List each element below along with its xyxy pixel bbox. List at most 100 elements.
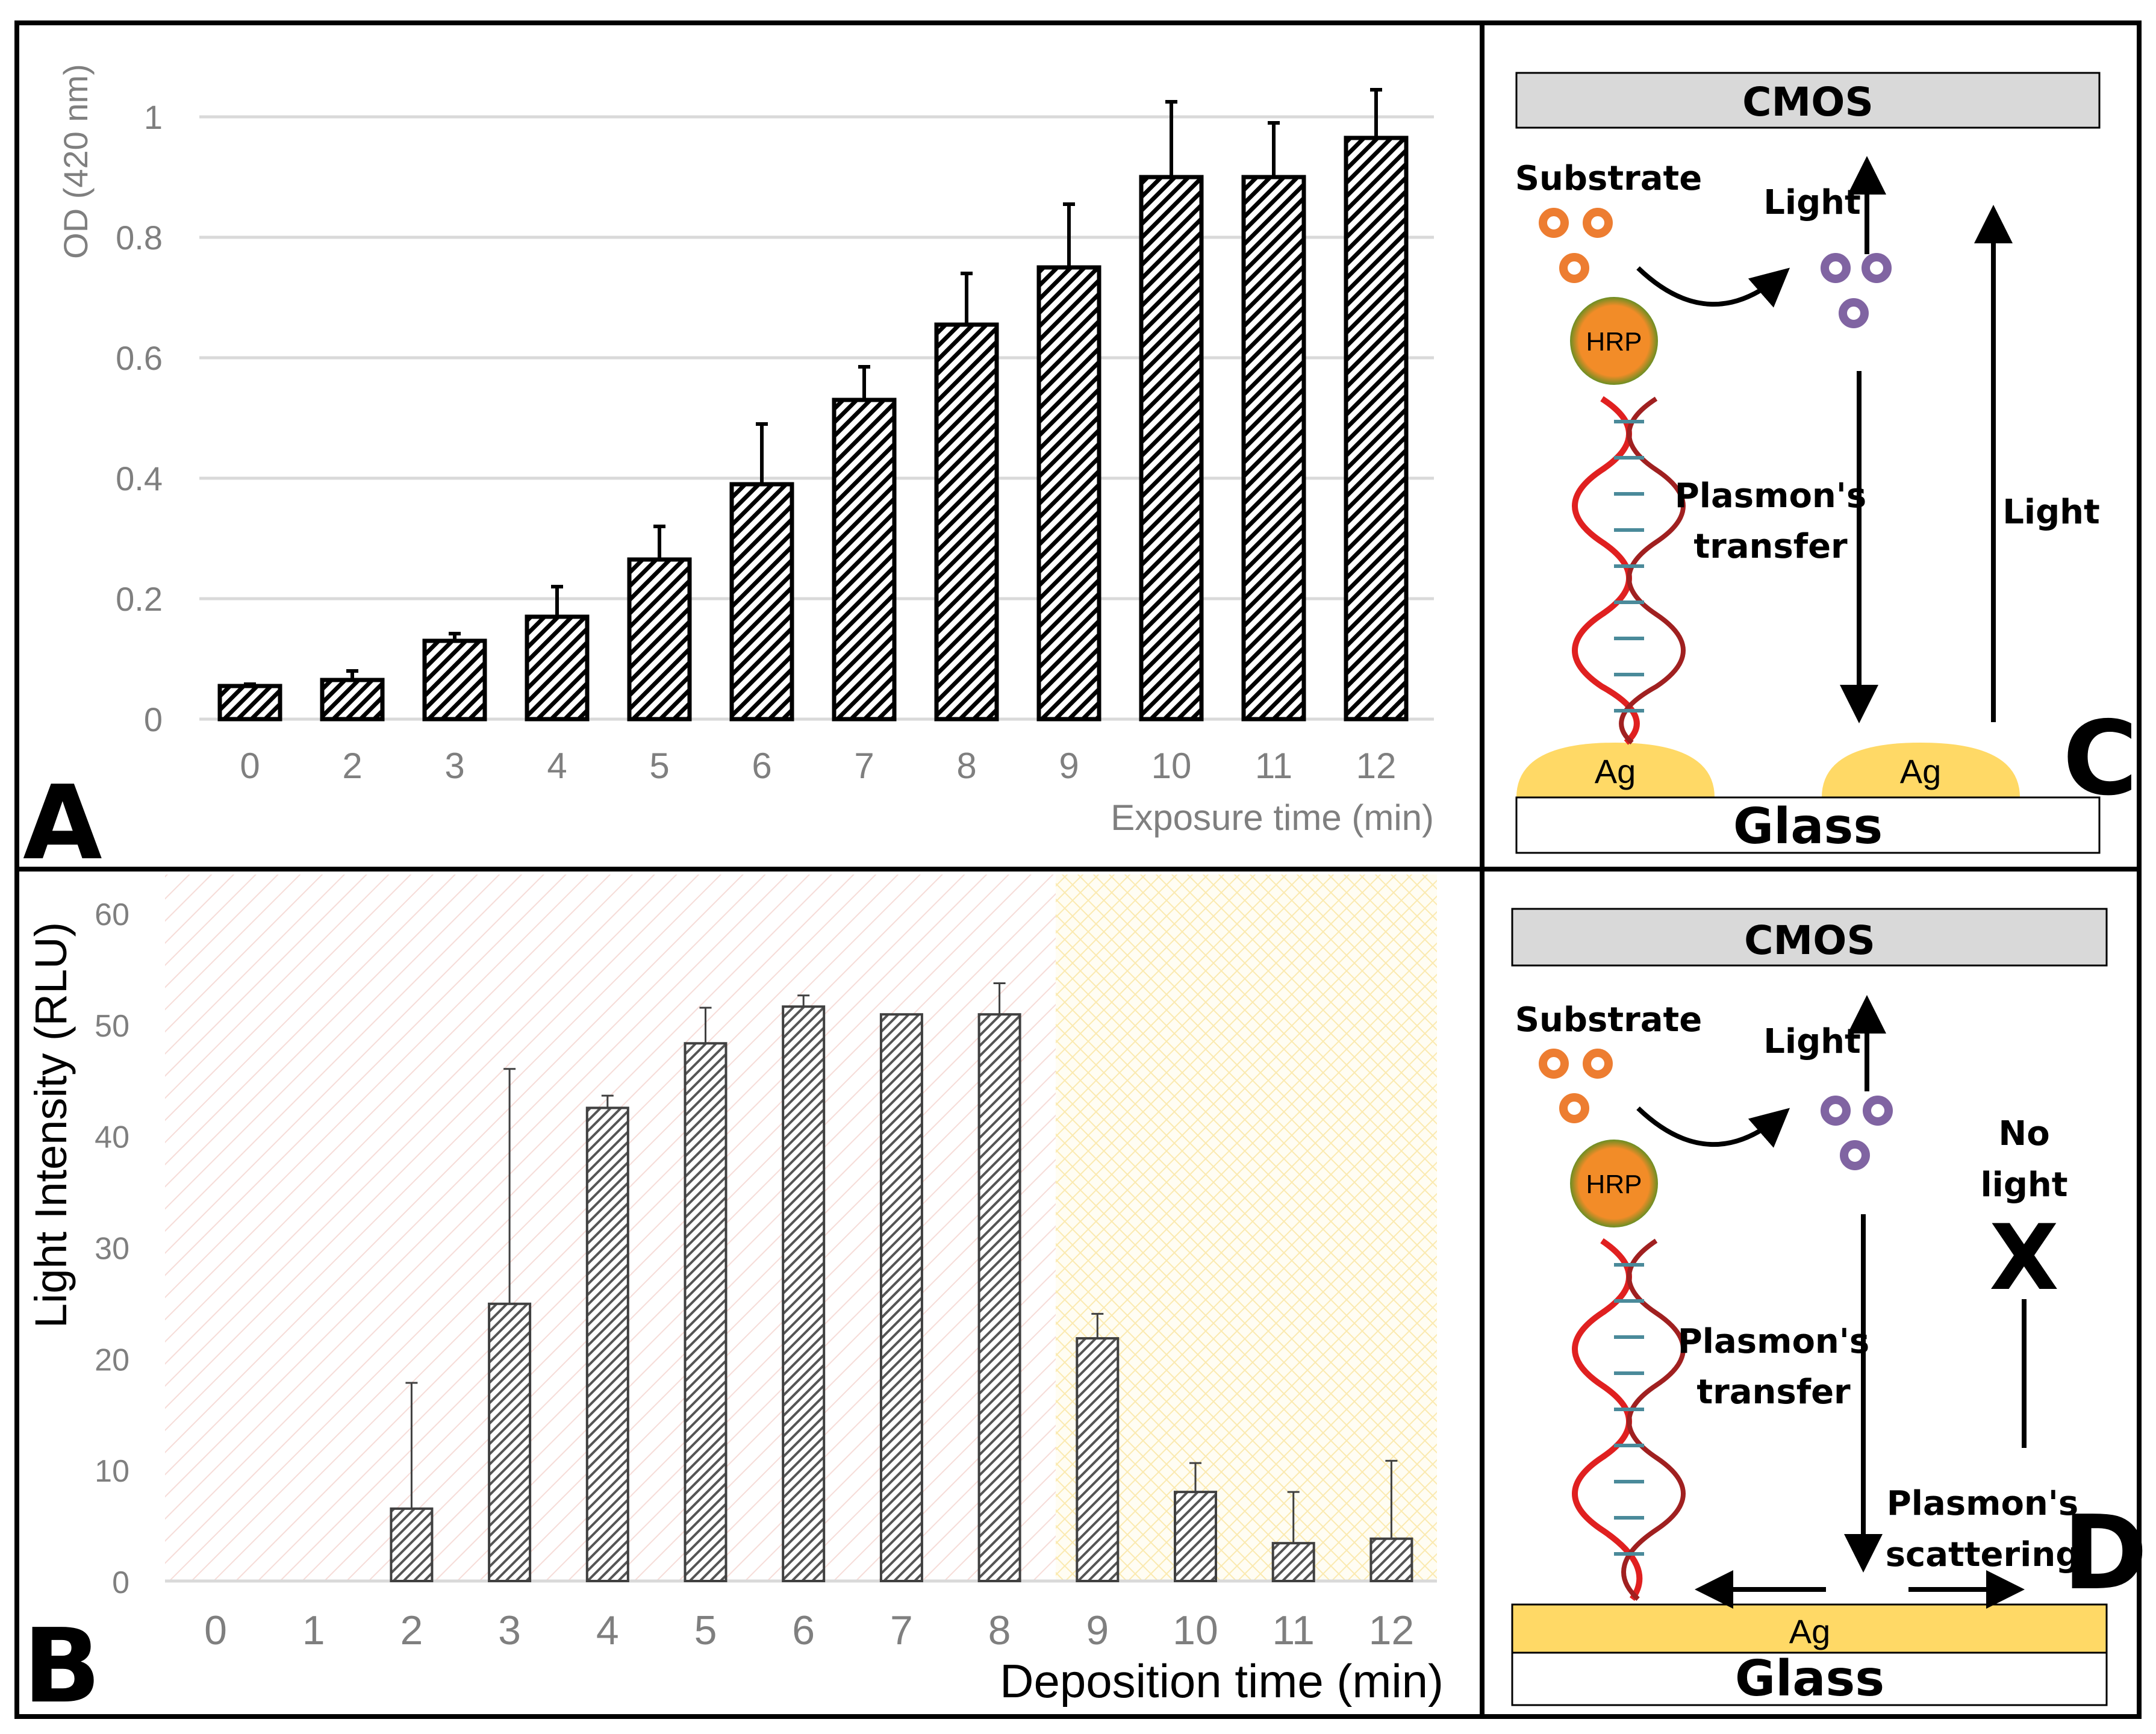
no-light-label-1: No xyxy=(1998,1114,2049,1153)
x-tick-label: 6 xyxy=(792,1608,815,1653)
ag-label-left: Ag xyxy=(1595,752,1636,790)
substrate-molecules-icon xyxy=(1539,208,1613,283)
ag-label: Ag xyxy=(1789,1612,1831,1650)
bar xyxy=(1036,265,1101,722)
panel-label-c: C xyxy=(2063,699,2138,819)
bar xyxy=(1241,175,1306,722)
bar xyxy=(627,557,692,722)
y-tick-label: 0 xyxy=(112,1565,129,1600)
diagram-d: CMOS Ag Glass Substrate Light HRP Plasmo… xyxy=(1511,908,2148,1707)
bar xyxy=(729,482,794,722)
bar xyxy=(1271,1542,1315,1583)
y-tick-label: 30 xyxy=(95,1232,129,1267)
dna-helix-icon xyxy=(1572,396,1686,745)
chart-a: 00.20.40.60.810 2 3 4 5 6 7 8 9 10 11 12 xyxy=(116,88,1434,786)
cmos-label: CMOS xyxy=(1742,79,1874,125)
dna-helix-icon xyxy=(1572,1238,1686,1601)
bar xyxy=(879,1013,923,1583)
x-tick-label: 7 xyxy=(890,1608,913,1653)
y-tick-label: 1 xyxy=(144,98,163,136)
x-tick-label: 10 xyxy=(1151,746,1192,786)
product-molecules-icon xyxy=(1821,1096,1893,1170)
x-tick-label: 8 xyxy=(956,746,976,786)
ag-particle-left xyxy=(1516,743,1715,797)
x-tick-label: 3 xyxy=(444,746,464,786)
plasmon-transfer-label-1: Plasmon's xyxy=(1675,476,1867,516)
y-tick-label: 0.2 xyxy=(116,580,163,618)
glass-substrate xyxy=(1511,1651,2108,1706)
bar xyxy=(585,1106,629,1583)
hrp-enzyme xyxy=(1570,297,1658,385)
bar xyxy=(782,1005,826,1582)
x-tick-label: 3 xyxy=(498,1608,521,1653)
y-tick-label: 60 xyxy=(95,897,129,932)
bar xyxy=(1076,1337,1120,1582)
x-tick-label: 9 xyxy=(1059,746,1079,786)
y-tick-label: 40 xyxy=(95,1120,129,1155)
bar xyxy=(390,1507,434,1583)
ag-label-right: Ag xyxy=(1900,752,1942,790)
bar xyxy=(320,678,385,722)
product-molecules-icon xyxy=(1821,253,1892,328)
bar xyxy=(1174,1491,1217,1582)
bar xyxy=(488,1302,532,1582)
x-tick-label: 1 xyxy=(302,1608,325,1653)
light-top-label: Light xyxy=(1763,183,1861,222)
plasmon-transfer-label-2: transfer xyxy=(1696,1373,1851,1412)
x-tick-label: 2 xyxy=(342,746,362,786)
glass-substrate xyxy=(1515,796,2101,854)
bar xyxy=(217,684,282,722)
bar xyxy=(1139,175,1204,722)
panel-label-b: B xyxy=(23,1607,101,1726)
x-tick-label: 5 xyxy=(694,1608,717,1653)
hrp-enzyme xyxy=(1570,1140,1658,1227)
substrate-molecules-icon xyxy=(1539,1049,1613,1123)
diagram-c: CMOS Ag Ag Glass Substrate Light HRP Pla… xyxy=(1515,72,2138,855)
light-top-label: Light xyxy=(1763,1022,1861,1061)
panel-label-a: A xyxy=(23,764,102,883)
plasmon-scattering-label-2: scattering xyxy=(1886,1535,2080,1574)
bar xyxy=(934,322,999,722)
chart-b-ylabel: Light Intensity (RLU) xyxy=(26,922,76,1329)
x-tick-label: 9 xyxy=(1086,1608,1109,1653)
cmos-sensor xyxy=(1515,72,2101,129)
ag-particle-right xyxy=(1822,743,2020,797)
y-tick-label: 0.4 xyxy=(116,460,163,497)
panel-label-d: D xyxy=(2063,1494,2148,1613)
bar xyxy=(684,1042,727,1582)
cmos-sensor xyxy=(1511,908,2108,967)
bar xyxy=(977,1013,1021,1583)
glass-label: Glass xyxy=(1735,1650,1884,1707)
plasmon-scattering-label-1: Plasmon's xyxy=(1887,1484,2079,1523)
substrate-label: Substrate xyxy=(1515,159,1703,198)
reaction-arrow-icon xyxy=(1636,1106,1790,1148)
y-tick-label: 50 xyxy=(95,1009,129,1044)
x-tick-label: 4 xyxy=(547,746,567,786)
bar xyxy=(1344,136,1409,722)
x-tick-label: 12 xyxy=(1356,746,1397,786)
x-tick-label: 7 xyxy=(854,746,874,786)
shaded-region-yellow xyxy=(1056,875,1437,1581)
light-right-label: Light xyxy=(2002,493,2100,532)
y-tick-label: 0.6 xyxy=(116,339,163,377)
x-tick-label: 10 xyxy=(1173,1608,1218,1653)
y-tick-label: 0.8 xyxy=(116,219,163,257)
reaction-arrow-icon xyxy=(1636,266,1790,308)
bar xyxy=(422,638,487,722)
cmos-label: CMOS xyxy=(1744,917,1875,964)
plasmon-transfer-label-1: Plasmon's xyxy=(1678,1322,1870,1361)
y-tick-label: 20 xyxy=(95,1343,129,1377)
bar xyxy=(832,398,897,722)
x-tick-label: 11 xyxy=(1272,1608,1315,1653)
y-tick-label: 0 xyxy=(144,700,163,738)
chart-a-ylabel: OD (420 nm) xyxy=(57,64,95,259)
no-light-label-2: light xyxy=(1980,1165,2067,1205)
x-tick-label: 6 xyxy=(752,746,771,786)
bar xyxy=(525,614,590,722)
x-tick-label: 0 xyxy=(240,746,260,786)
ag-film xyxy=(1511,1603,2108,1654)
x-tick-label: 0 xyxy=(204,1608,227,1653)
hrp-label: HRP xyxy=(1586,327,1642,357)
